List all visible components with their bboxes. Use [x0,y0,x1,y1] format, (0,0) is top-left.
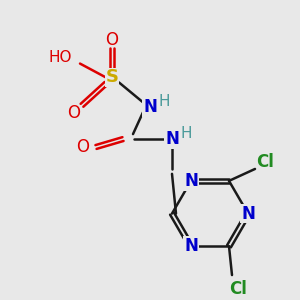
Text: N: N [241,205,255,223]
Text: N: N [165,130,179,148]
Text: H: H [158,94,170,109]
Text: N: N [184,237,198,255]
Text: H: H [180,126,192,141]
Text: N: N [143,98,157,116]
Text: Cl: Cl [229,280,247,298]
Text: HO: HO [48,50,72,65]
Text: N: N [184,172,198,190]
Text: Cl: Cl [256,153,274,171]
Text: S: S [106,68,118,86]
Text: O: O [76,138,89,156]
Text: O: O [106,31,118,49]
Text: O: O [68,104,80,122]
